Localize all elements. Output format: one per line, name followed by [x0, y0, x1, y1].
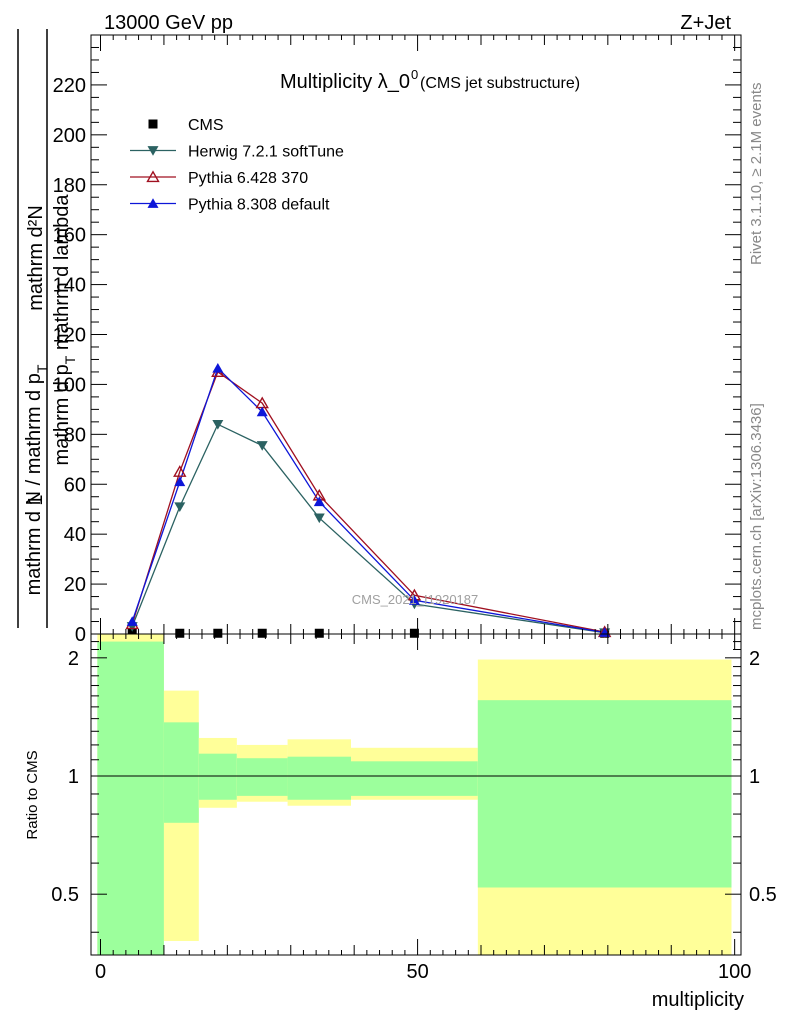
- legend-marker-0: [148, 119, 158, 129]
- ratio-panel: 0 50 100 0.5 0.5 1 1 2 2: [51, 633, 777, 983]
- ratio-band-inner-3: [236, 758, 288, 796]
- ytick-label-10: 200: [53, 125, 86, 147]
- ratio-band-inner-5: [351, 761, 478, 796]
- legend-label-2: Pythia 6.428 370: [188, 170, 308, 187]
- series-1-point-2: [212, 419, 224, 430]
- ratio-ylabel: Ratio to CMS: [24, 750, 41, 839]
- series-0-point-1: [175, 628, 185, 638]
- ytick-label-11: 220: [53, 75, 86, 97]
- ratio-ytick-label-right-1: 1: [749, 766, 760, 788]
- xtick-label-1: 50: [406, 961, 428, 983]
- series-3-point-2: [212, 362, 224, 373]
- series-3-point-4: [313, 496, 325, 507]
- legend-label-0: CMS: [188, 117, 224, 134]
- ratio-frame: [90, 633, 742, 956]
- title-main: Multiplicity λ_0: [280, 71, 410, 93]
- ylabel-prefactor-sub: T: [34, 364, 50, 373]
- ylabel-denominator: mathrm d pT mathrm d lambda: [51, 194, 78, 466]
- series-3-point-1: [174, 476, 186, 487]
- legend-label-3: Pythia 8.308 default: [188, 197, 330, 214]
- main-panel: 0 20 40 60 80 100 120 140 160 180 200 220 CMS_2021_…: [53, 34, 742, 646]
- series-3-point-0: [126, 616, 138, 626]
- legend: CMS Herwig 7.2.1 softTune Pythia 6.428 370…: [130, 117, 344, 214]
- ratio-axes: 0 50 100 0.5 0.5 1 1 2 2: [51, 633, 777, 983]
- plot-title: Multiplicity λ_0 0 (CMS jet substructure…: [280, 67, 580, 93]
- ratio-ytick-label-0: 0.5: [51, 884, 79, 906]
- legend-marker-1: [147, 146, 159, 156]
- title-subtitle: (CMS jet substructure): [420, 75, 580, 92]
- ratio-band-inner-2: [198, 753, 237, 800]
- series-0-point-4: [314, 628, 324, 638]
- series-3-point-3: [256, 406, 268, 417]
- rivet-label: Rivet 3.1.10, ≥ 2.1M events: [748, 83, 765, 266]
- ratio-bands: [97, 634, 732, 955]
- ytick-label-1: 20: [64, 574, 86, 596]
- ylabel-prefactor-denominator: mathrm d N / mathrm d pT: [23, 364, 50, 595]
- ylabel-numerator: mathrm d²N: [25, 205, 47, 311]
- title-superscript: 0: [411, 67, 418, 82]
- mcplots-label: mcplots.cern.ch [arXiv:1306.3436]: [748, 403, 765, 630]
- ytick-label-0: 0: [75, 624, 86, 646]
- series-1-point-4: [313, 513, 325, 524]
- legend-label-1: Herwig 7.2.1 softTune: [188, 144, 344, 161]
- ytick-label-8: 160: [53, 225, 86, 247]
- ylabel-denominator-rest: mathrm d lambda: [51, 194, 73, 356]
- xlabel: multiplicity: [652, 989, 744, 1011]
- ratio-ytick-label-1: 1: [68, 766, 79, 788]
- series-0-point-5: [409, 628, 419, 638]
- header-process: Z+Jet: [680, 12, 731, 34]
- ytick-label-2: 40: [64, 524, 86, 546]
- main-ylabel: mathrm d²N 1 mathrm d pT mathrm d lambda…: [17, 29, 78, 628]
- ratio-band-inner-0: [97, 641, 164, 955]
- series-0-point-3: [257, 628, 267, 638]
- series-3-point-5: [408, 595, 420, 605]
- ytick-label-5: 100: [53, 374, 86, 396]
- ytick-label-9: 180: [53, 175, 86, 197]
- series-1-point-1: [174, 502, 186, 512]
- ytick-label-3: 60: [64, 474, 86, 496]
- ylabel-prefactor-den-text: mathrm d N / mathrm d p: [23, 373, 45, 595]
- watermark: CMS_2021_I1920187: [352, 592, 479, 607]
- ylabel-prefactor-numerator: 1: [25, 494, 47, 505]
- series-2-point-1: [173, 465, 187, 477]
- main-data-layer: [125, 362, 612, 638]
- series-0-point-0: [127, 628, 137, 638]
- ylabel-denominator-top: mathrm d p: [51, 364, 73, 465]
- ratio-data-layer: [91, 634, 741, 955]
- ratio-ytick-label-2: 2: [68, 648, 79, 670]
- ytick-label-6: 120: [53, 325, 86, 347]
- legend-marker-3: [147, 198, 159, 208]
- xtick-label-2: 100: [718, 961, 751, 983]
- ratio-band-inner-1: [163, 722, 199, 823]
- ytick-label-7: 140: [53, 275, 86, 297]
- series-1-point-3: [256, 441, 268, 451]
- ylabel-denominator-sub: T: [62, 355, 78, 364]
- ratio-ytick-label-right-2: 2: [749, 648, 760, 670]
- main-axes: 0 20 40 60 80 100 120 140 160 180 200 220: [53, 34, 742, 646]
- ytick-label-4: 80: [64, 424, 86, 446]
- ratio-ytick-label-right-0: 0.5: [749, 884, 777, 906]
- ratio-band-inner-4: [287, 756, 351, 800]
- header-energy: 13000 GeV pp: [104, 12, 233, 34]
- legend-marker-2: [146, 170, 160, 183]
- ratio-band-inner-6: [477, 700, 732, 888]
- series-0-point-2: [213, 628, 223, 638]
- xtick-label-0: 0: [95, 961, 106, 983]
